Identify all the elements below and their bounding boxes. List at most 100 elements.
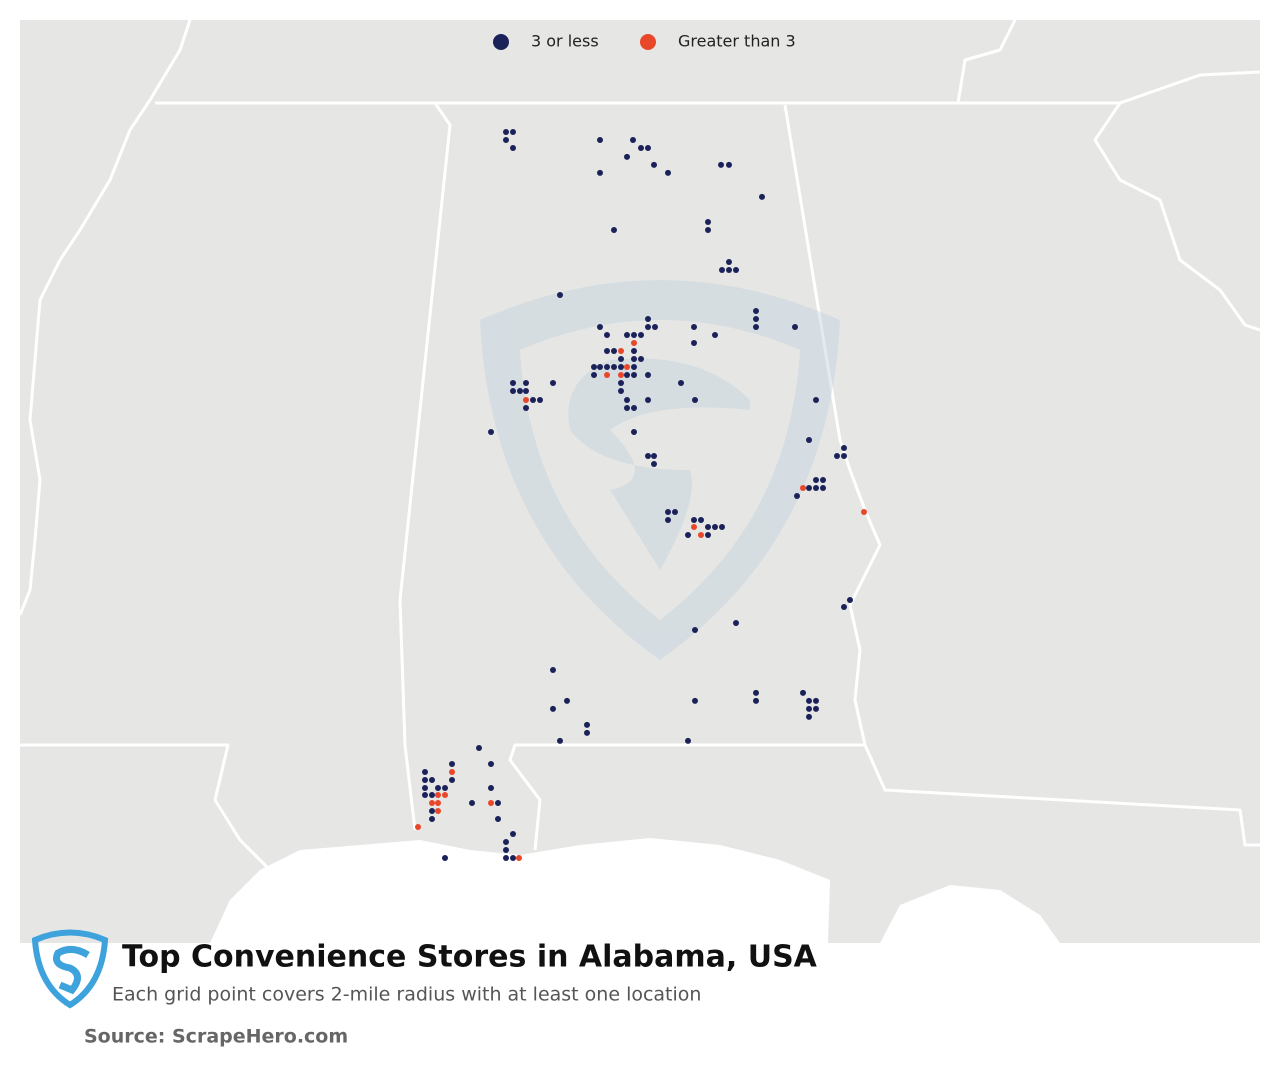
points [415, 128, 867, 862]
location-point [665, 508, 671, 515]
location-point [712, 524, 718, 530]
location-point [753, 697, 759, 704]
location-point [503, 136, 509, 143]
legend: 3 or less Greater than 3 [493, 32, 796, 51]
location-point [503, 847, 509, 854]
legend-label: 3 or less [531, 32, 599, 51]
location-point [753, 324, 759, 330]
location-point [638, 356, 644, 362]
location-point [651, 460, 657, 467]
location-point [488, 760, 494, 767]
location-point [537, 396, 543, 403]
location-point [597, 136, 603, 143]
location-point [429, 800, 435, 806]
location-point [806, 713, 812, 720]
location-point [495, 800, 501, 806]
location-point [442, 784, 448, 791]
location-point [517, 388, 523, 394]
location-point [685, 532, 691, 538]
location-point [813, 705, 819, 712]
location-point [516, 855, 522, 862]
location-point [651, 452, 657, 459]
location-point [726, 259, 732, 266]
location-point [550, 705, 556, 712]
location-point [719, 267, 725, 274]
location-point [523, 388, 529, 394]
location-point [820, 484, 826, 491]
location-point [495, 816, 501, 822]
location-point [841, 452, 847, 459]
location-point [584, 729, 590, 736]
location-point [422, 792, 428, 798]
location-point [794, 492, 800, 499]
location-point [624, 364, 630, 370]
location-point [510, 388, 516, 394]
location-point [692, 396, 698, 403]
location-point [631, 356, 637, 362]
location-point [422, 784, 428, 791]
location-point [806, 705, 812, 712]
location-point [442, 855, 448, 862]
logo [31, 929, 109, 1009]
location-point [792, 324, 798, 330]
location-point [503, 839, 509, 846]
location-point [415, 824, 421, 830]
location-point [645, 452, 651, 459]
source: Source: ScrapeHero.com [84, 1026, 348, 1048]
location-point [691, 524, 697, 530]
location-point [488, 800, 494, 806]
location-point [422, 768, 428, 775]
location-point [665, 516, 671, 523]
location-point [510, 855, 516, 862]
location-point [800, 689, 806, 696]
location-point [449, 776, 455, 783]
subtitle: Each grid point covers 2-mile radius wit… [112, 984, 701, 1006]
location-point [841, 604, 847, 610]
location-point [678, 380, 684, 386]
location-point [652, 324, 658, 330]
location-point [469, 800, 475, 806]
location-point [611, 364, 617, 370]
location-point [611, 227, 617, 234]
location-point [435, 808, 441, 814]
location-point [618, 356, 624, 362]
location-point [429, 776, 435, 783]
location-point [631, 348, 637, 354]
location-point [645, 372, 651, 378]
location-point [591, 364, 597, 370]
location-point [523, 396, 529, 403]
location-point [753, 308, 759, 314]
location-point [618, 364, 624, 370]
location-point [476, 744, 482, 751]
location-point [712, 332, 718, 338]
location-point [523, 404, 529, 411]
location-point [550, 380, 556, 386]
location-point [759, 193, 765, 200]
location-point [630, 136, 636, 143]
location-point [726, 267, 732, 274]
location-point [691, 340, 697, 346]
location-point [806, 484, 812, 491]
location-point [429, 792, 435, 798]
location-point [564, 697, 570, 704]
location-point [645, 316, 651, 322]
location-point [488, 428, 494, 435]
location-point [813, 396, 819, 403]
location-point [672, 508, 678, 515]
title: Top Convenience Stores in Alabama, USA [122, 940, 818, 975]
location-point [624, 372, 630, 378]
location-point [510, 128, 516, 135]
location-point [733, 267, 739, 274]
location-point [719, 524, 725, 530]
location-point [530, 396, 536, 403]
location-point [698, 532, 704, 538]
location-point [841, 444, 847, 451]
location-point [685, 737, 691, 744]
location-point [705, 532, 711, 538]
location-point [705, 524, 711, 530]
legend-swatch [493, 34, 509, 50]
location-point [631, 332, 637, 338]
location-point [624, 404, 630, 411]
location-point [638, 332, 644, 338]
location-point [618, 380, 624, 386]
